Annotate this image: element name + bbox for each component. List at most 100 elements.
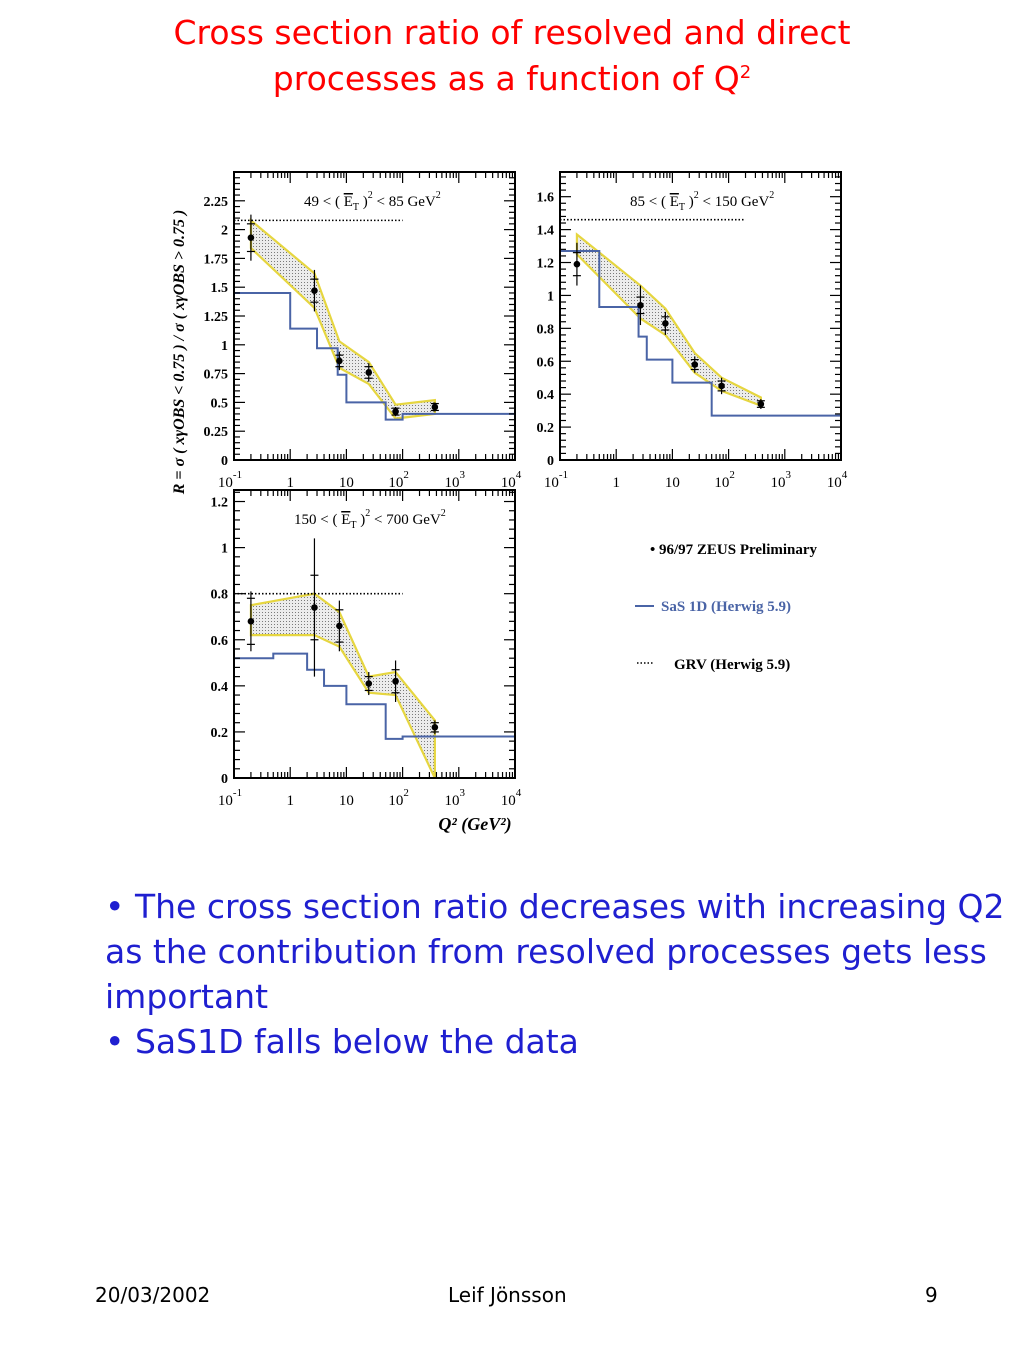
- x-tick-label: 103: [445, 787, 466, 809]
- y-tick-label: 0.8: [211, 588, 229, 603]
- y-tick-label: 0.6: [211, 634, 229, 649]
- footer-page-number: 9: [925, 1283, 938, 1307]
- y-tick-label: 0.2: [537, 421, 555, 436]
- data-marker: [247, 618, 255, 625]
- data-point: [430, 720, 439, 735]
- legend-grv-label: GRV (Herwig 5.9): [674, 657, 790, 673]
- x-tick-label: 10-1: [218, 469, 242, 491]
- footer-date: 20/03/2002: [95, 1283, 211, 1307]
- y-tick-label: 0.75: [204, 368, 229, 383]
- sas1d-line: [234, 291, 515, 421]
- data-marker: [311, 287, 318, 294]
- data-marker: [365, 680, 373, 687]
- sas1d-line: [560, 249, 841, 417]
- data-marker: [336, 622, 343, 630]
- x-axis-label: Q² (GeV²): [438, 814, 511, 835]
- uncertainty-band: [249, 218, 436, 420]
- data-point: [661, 311, 670, 335]
- y-tick-label: 0: [221, 454, 228, 469]
- panel-title: 49 < ( ET )2 < 85 GeV2: [304, 190, 441, 213]
- panel-2: 10-1 1 10 102 103 104 0 0.2 0.4 0.6 0.8 1 1.2 1.4 1.6 8…: [537, 171, 848, 491]
- x-tick-label: 1: [286, 793, 294, 809]
- title-line-2: processes as a function of Q2: [60, 56, 964, 102]
- legend-sas-label: SaS 1D (Herwig 5.9): [661, 599, 791, 615]
- panel-title: 85 < ( ET )2 < 150 GeV2: [630, 190, 774, 213]
- x-tick-label: 102: [714, 469, 735, 491]
- y-tick-label: 1: [221, 542, 228, 557]
- y-axis-label: R = σ ( xγOBS < 0.75 ) / σ ( xγOBS > 0.7…: [171, 210, 188, 496]
- plot-frame: [233, 489, 516, 779]
- panel-title: 150 < ( ET )2 < 700 GeV2: [294, 508, 446, 531]
- y-tick-label: 1.75: [204, 252, 229, 267]
- y-tick-label: 0.4: [537, 388, 555, 403]
- data-point: [572, 242, 581, 286]
- bullet-1: • The cross section ratio decreases with…: [105, 884, 1020, 1019]
- uncertainty-band: [575, 232, 762, 408]
- x-tick-label: 1: [612, 475, 620, 491]
- y-tick-label: 2: [221, 224, 228, 239]
- data-point: [364, 672, 373, 696]
- x-tick-label: 102: [388, 787, 409, 809]
- title-superscript: 2: [739, 62, 752, 83]
- bullet-list: • The cross section ratio decreases with…: [105, 884, 1020, 1064]
- data-point: [756, 399, 765, 409]
- x-tick-label: 103: [445, 469, 466, 491]
- y-tick-label: 1: [547, 289, 554, 304]
- data-marker: [311, 604, 318, 611]
- y-tick-label: 0.2: [211, 726, 229, 741]
- y-tick-label: 1.2: [537, 257, 555, 272]
- y-tick-label: 2.25: [204, 195, 229, 210]
- bullet-1-symbol: •: [105, 887, 125, 926]
- y-tick-label: 1.6: [537, 191, 555, 206]
- data-marker: [431, 724, 439, 731]
- x-tick-label: 10: [665, 475, 680, 491]
- y-tick-label: 0.6: [537, 355, 555, 370]
- x-tick-label: 103: [771, 469, 792, 491]
- plot-frame: [233, 171, 516, 461]
- data-point: [335, 600, 344, 652]
- data-point: [690, 356, 699, 373]
- x-tick-label: 102: [388, 469, 409, 491]
- data-marker: [691, 361, 699, 368]
- data-point: [246, 214, 255, 261]
- data-marker: [637, 302, 644, 309]
- y-tick-label: 1: [221, 339, 228, 354]
- y-tick-label: 0.5: [211, 396, 229, 411]
- bullet-2-symbol: •: [105, 1022, 125, 1061]
- x-tick-label: 10: [339, 475, 354, 491]
- data-point: [335, 351, 344, 371]
- data-point: [430, 402, 439, 412]
- panel-3: 10-1 1 10 102 103 104 0 0.2 0.4 0.6 0.8 1 1.2 150 < (…: [211, 489, 522, 835]
- x-tick-label: 1: [286, 475, 294, 491]
- figure: 10-1 1 10 102 103 10400.250.50.7511.251.51.75…: [171, 171, 848, 835]
- data-point: [391, 660, 400, 702]
- sas1d-line: [234, 652, 515, 740]
- title-line-1: Cross section ratio of resolved and dire…: [173, 13, 851, 52]
- y-tick-label: 1.2: [211, 496, 229, 511]
- y-tick-label: 1.4: [537, 224, 555, 239]
- data-point: [636, 285, 645, 326]
- data-point: [391, 407, 400, 417]
- y-tick-label: 0: [547, 454, 554, 469]
- y-tick-label: 1.25: [204, 310, 229, 325]
- data-marker: [718, 382, 725, 390]
- data-marker: [573, 260, 581, 268]
- bullet-1-text: The cross section ratio decreases with i…: [105, 887, 1005, 1016]
- data-marker: [757, 400, 765, 408]
- data-marker: [365, 369, 373, 376]
- legend: • 96/97 ZEUS Preliminary SaS 1D (Herwig 5…: [635, 542, 818, 673]
- data-marker: [247, 234, 255, 241]
- data-point: [717, 377, 726, 395]
- y-tick-label: 0: [221, 772, 228, 787]
- data-point: [310, 538, 319, 677]
- x-tick-label: 10-1: [218, 787, 242, 809]
- footer-author: Leif Jönsson: [448, 1283, 567, 1307]
- bullet-2: • SaS1D falls below the data: [105, 1019, 1020, 1064]
- y-tick-label: 0.8: [537, 322, 555, 337]
- x-tick-label: 10-1: [544, 469, 568, 491]
- panel-1: 10-1 1 10 102 103 104 0 0.25 0.5 0.75 1 1.25 1.5 1.75…: [171, 171, 522, 496]
- data-point: [310, 269, 319, 312]
- data-point: [364, 363, 373, 382]
- slide-title: Cross section ratio of resolved and dire…: [60, 10, 964, 102]
- data-point: [246, 591, 255, 652]
